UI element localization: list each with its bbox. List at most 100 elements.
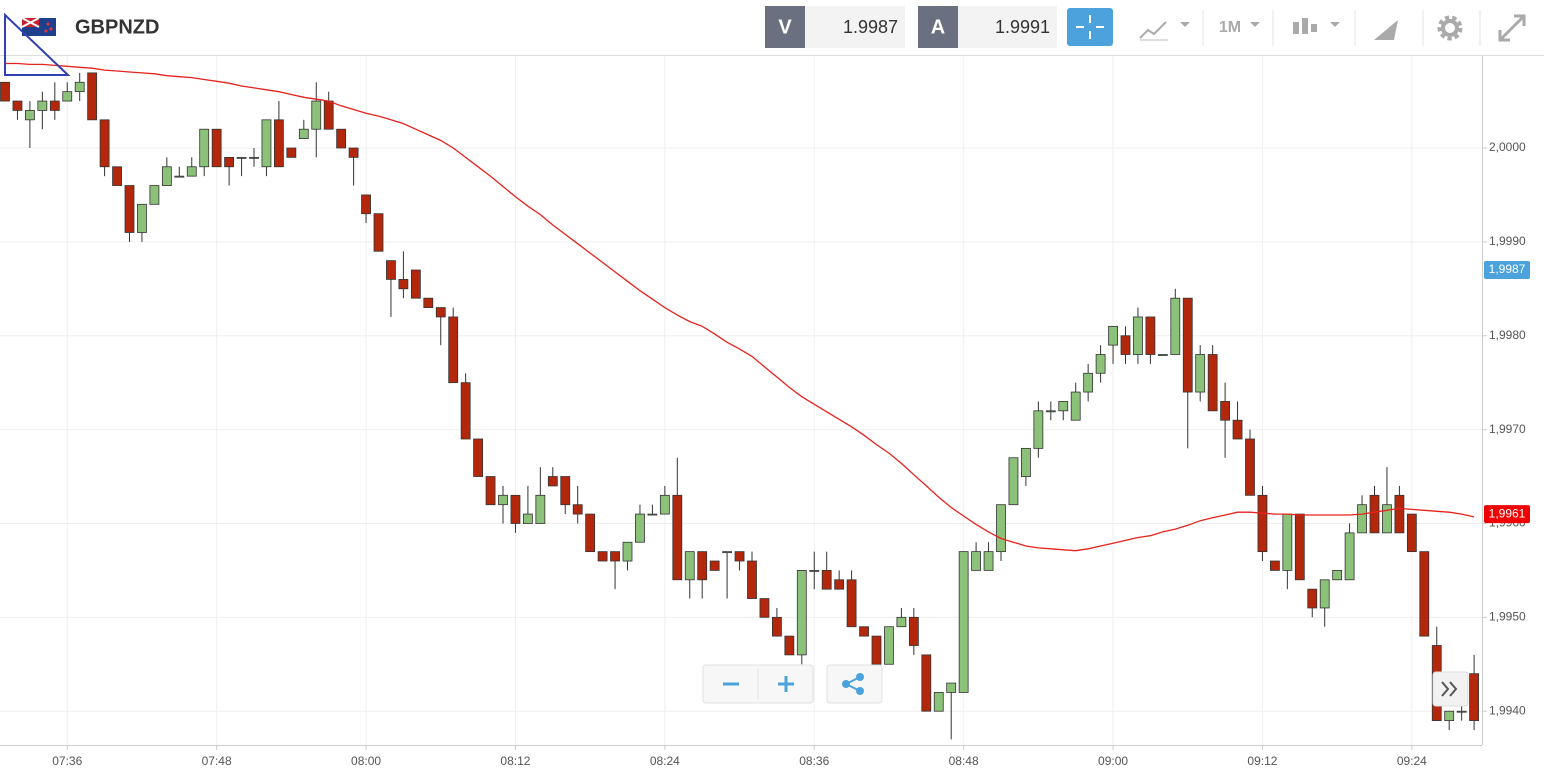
candle-body xyxy=(1070,391,1081,421)
candle-body xyxy=(1021,447,1031,477)
y-tick-label: 1,9950 xyxy=(1489,610,1526,624)
candle-body xyxy=(62,91,73,102)
moving-average xyxy=(5,62,1475,552)
x-tick-label: 09:00 xyxy=(1098,754,1128,768)
ask-box xyxy=(958,6,1057,48)
candle-body xyxy=(1456,710,1467,713)
candle-body xyxy=(1332,570,1343,581)
candle-body xyxy=(983,551,994,571)
candle-body xyxy=(884,626,894,665)
price-tag-label: 1,9987 xyxy=(1489,262,1526,276)
candle-body xyxy=(659,494,670,515)
candle-body xyxy=(1257,494,1268,553)
candle-body xyxy=(946,682,957,693)
candle-body xyxy=(1220,401,1230,421)
candle-body xyxy=(1207,354,1218,412)
candle-body xyxy=(971,551,981,571)
x-tick-label: 08:48 xyxy=(949,754,979,768)
x-tick-label: 08:24 xyxy=(650,754,680,768)
candle-body xyxy=(1095,354,1106,374)
candle-body xyxy=(473,438,484,477)
candle-body xyxy=(697,551,708,581)
x-tick-label: 08:00 xyxy=(351,754,381,768)
candle-body xyxy=(622,541,633,562)
candle-body xyxy=(759,598,770,618)
bid-price: 1.9987 xyxy=(843,17,898,37)
candle-body xyxy=(273,119,284,168)
x-tick-label: 07:48 xyxy=(202,754,232,768)
y-tick-label: 1,9980 xyxy=(1489,328,1526,342)
timeframe[interactable]: 1M xyxy=(1219,19,1241,36)
candle-body xyxy=(933,692,944,712)
candle-body xyxy=(1245,438,1255,496)
candle-body xyxy=(373,213,384,252)
zoom-controls xyxy=(702,664,883,704)
candle-body xyxy=(286,147,297,158)
candle-body xyxy=(174,175,185,178)
candle-body xyxy=(784,635,795,656)
candle-body xyxy=(1382,504,1392,534)
scroll-end-button[interactable] xyxy=(1432,671,1469,707)
share[interactable] xyxy=(842,673,864,695)
candle-body xyxy=(87,72,98,121)
candle-body xyxy=(709,560,720,571)
candle-body xyxy=(647,513,658,516)
crosshair-button[interactable] xyxy=(1067,8,1113,46)
candle-body xyxy=(423,297,434,308)
candle-body xyxy=(547,476,558,487)
candle-body xyxy=(37,100,48,111)
candle-body xyxy=(161,166,172,186)
symbol: GBPNZD xyxy=(75,16,159,38)
candle-body xyxy=(821,570,832,590)
candle-body xyxy=(896,616,907,628)
candle-body xyxy=(672,494,683,581)
candle-body xyxy=(1033,410,1044,449)
candle-body xyxy=(498,494,508,506)
bid-button[interactable] xyxy=(765,6,805,48)
candle-body xyxy=(1045,410,1056,413)
candle-body xyxy=(348,147,359,158)
ask-button[interactable] xyxy=(918,6,958,48)
candle-body xyxy=(1083,372,1094,393)
y-tick-label: 1,9970 xyxy=(1489,422,1526,436)
price-tag xyxy=(1484,505,1530,524)
candle-body xyxy=(809,570,820,572)
candle-body xyxy=(597,551,608,562)
candle-body xyxy=(99,119,110,168)
candle-body xyxy=(124,185,135,233)
candle-body xyxy=(74,81,85,93)
candle-body xyxy=(1108,325,1118,346)
candle-body xyxy=(722,551,732,554)
candle-body xyxy=(1282,513,1293,571)
candle-body xyxy=(410,269,421,299)
candle-body xyxy=(112,166,122,186)
candle-body xyxy=(908,616,919,646)
chart-type-button[interactable] xyxy=(1139,21,1190,41)
candle-body xyxy=(1145,316,1156,355)
x-tick-label: 08:12 xyxy=(500,754,530,768)
candle-body xyxy=(572,504,583,515)
fullscreen-button[interactable] xyxy=(1498,14,1526,42)
candle-body xyxy=(1394,494,1405,534)
candle-type-button[interactable] xyxy=(1293,18,1340,34)
y-tick-label: 1,9940 xyxy=(1489,703,1526,717)
candle-body xyxy=(336,128,347,149)
candle-body xyxy=(323,100,334,130)
drawing-button[interactable] xyxy=(1374,20,1398,40)
candle-body xyxy=(684,551,695,581)
candle-body xyxy=(249,156,259,159)
timeframe-arrow xyxy=(1250,22,1260,27)
candle-body xyxy=(224,156,235,168)
candle-body xyxy=(398,279,409,290)
candle-body xyxy=(1307,588,1318,609)
x-tick-label: 09:24 xyxy=(1397,754,1427,768)
candle-body xyxy=(24,110,35,121)
candle-body xyxy=(1195,354,1206,393)
candle-body xyxy=(1120,335,1131,355)
y-tick-label: 2,0000 xyxy=(1489,140,1526,154)
zoom-in[interactable] xyxy=(778,676,794,692)
candle-body xyxy=(859,626,869,637)
settings-button[interactable] xyxy=(1437,15,1463,41)
candle-body xyxy=(261,119,272,168)
